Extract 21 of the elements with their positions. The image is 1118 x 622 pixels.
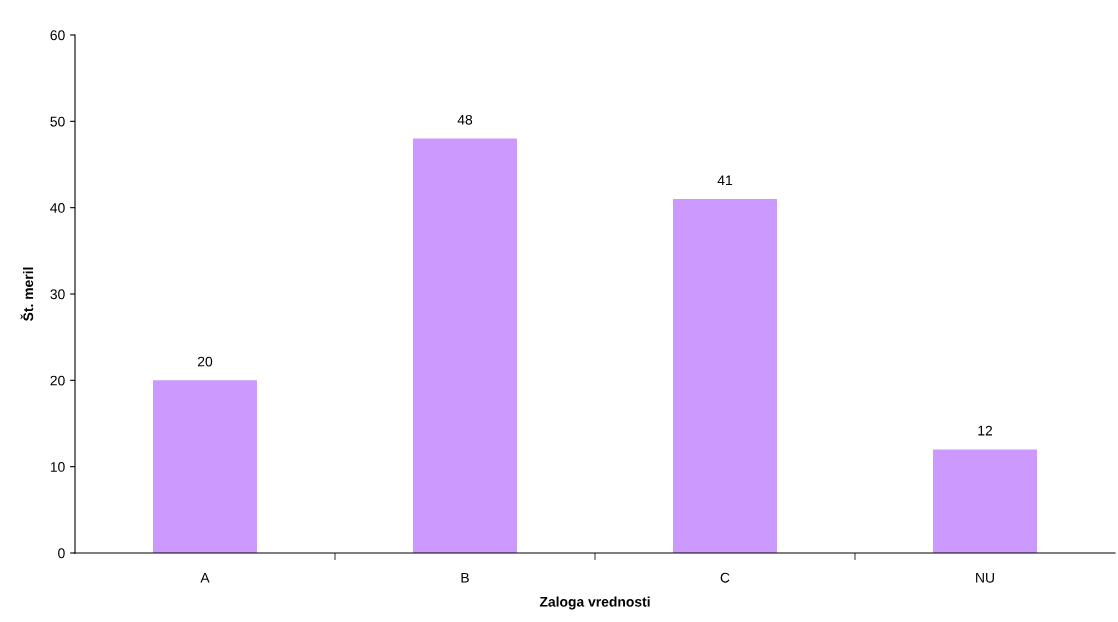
bar bbox=[933, 449, 1037, 553]
x-tick-label: C bbox=[720, 572, 730, 583]
data-label: 20 bbox=[197, 356, 213, 367]
x-tick-label: A bbox=[200, 572, 210, 583]
bar bbox=[153, 380, 257, 553]
y-tick-label: 60 bbox=[50, 30, 65, 41]
y-tick-label: 30 bbox=[50, 289, 65, 300]
y-axis-title: Št. meril bbox=[20, 267, 34, 321]
y-tick-label: 40 bbox=[50, 203, 65, 213]
data-label: 12 bbox=[978, 425, 993, 436]
y-tick-label: 20 bbox=[50, 375, 65, 386]
bar bbox=[413, 138, 517, 553]
x-axis-title: Zaloga vrednosti bbox=[539, 596, 650, 610]
data-label: 41 bbox=[717, 175, 733, 186]
y-tick-label: 50 bbox=[50, 116, 65, 127]
x-tick-label: NU bbox=[976, 572, 994, 583]
x-tick-label: B bbox=[461, 572, 469, 583]
y-tick-label: 10 bbox=[50, 462, 65, 472]
y-tick-label: 0 bbox=[58, 548, 65, 559]
data-label: 48 bbox=[457, 114, 473, 125]
bar bbox=[673, 199, 777, 553]
